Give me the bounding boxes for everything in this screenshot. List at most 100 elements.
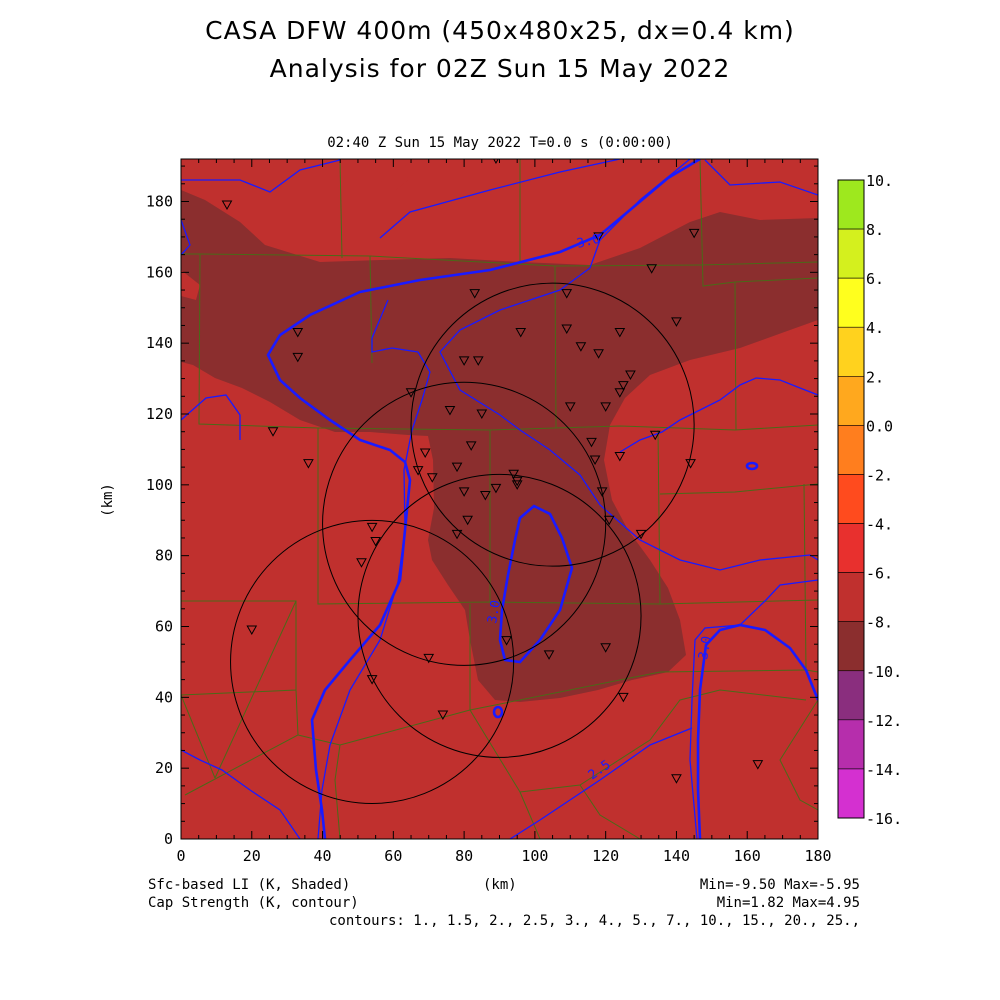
colorbar-swatch bbox=[837, 572, 865, 622]
y-tick-label: 20 bbox=[155, 759, 173, 777]
station-marker bbox=[366, 522, 378, 533]
x-tick-label: 160 bbox=[734, 847, 761, 865]
station-marker bbox=[596, 487, 608, 497]
footer-shaded-minmax: Min=-9.50 Max=-5.95 bbox=[699, 877, 860, 893]
radar-range-rings bbox=[230, 282, 695, 804]
cap-contours-thin bbox=[181, 159, 818, 839]
y-tick-label: 120 bbox=[146, 405, 173, 423]
colorbar-frame bbox=[837, 179, 865, 819]
colorbar-swatch bbox=[837, 621, 865, 672]
figure-title-line1: CASA DFW 400m (450x480x25, dx=0.4 km) bbox=[205, 16, 795, 45]
colorbar-swatch bbox=[837, 474, 865, 524]
x-tick-label: 60 bbox=[384, 847, 402, 865]
station-marker bbox=[303, 459, 314, 469]
colorbar-label: -2. bbox=[866, 466, 893, 484]
colorbar-label: -14. bbox=[866, 761, 902, 779]
station-marker bbox=[600, 643, 612, 653]
y-tick-label: 80 bbox=[155, 547, 173, 565]
station-marker bbox=[246, 625, 258, 636]
station-marker bbox=[451, 529, 463, 540]
radar-range-ring bbox=[410, 282, 695, 567]
station-marker bbox=[508, 469, 520, 480]
station-marker bbox=[586, 437, 597, 448]
station-marker bbox=[462, 515, 474, 526]
station-marker bbox=[451, 462, 463, 473]
radar-range-ring bbox=[357, 473, 642, 758]
colorbar-label: 0.0 bbox=[866, 417, 893, 435]
contour-label-1: 3.0 bbox=[575, 232, 601, 252]
x-tick-label: 80 bbox=[455, 847, 473, 865]
station-marker bbox=[469, 289, 481, 299]
station-marker bbox=[490, 483, 502, 494]
station-marker bbox=[444, 405, 456, 416]
colorbar-swatch bbox=[837, 425, 865, 475]
station-marker bbox=[600, 402, 612, 412]
cap-contours-thick bbox=[266, 159, 818, 839]
station-marker bbox=[593, 232, 604, 242]
y-tick-label: 0 bbox=[164, 830, 173, 848]
colorbar-label: 6. bbox=[866, 270, 884, 288]
station-marker bbox=[479, 490, 491, 501]
contour-label-3: 3.0 bbox=[696, 635, 715, 661]
station-marker bbox=[292, 328, 304, 338]
station-marker bbox=[625, 370, 636, 381]
x-tick-label: 120 bbox=[592, 847, 619, 865]
colorbar-label: -6. bbox=[866, 565, 893, 583]
y-axis-label: (km) bbox=[100, 483, 116, 517]
x-tick-label: 20 bbox=[243, 847, 261, 865]
colorbar-swatch bbox=[837, 277, 865, 328]
station-marker bbox=[685, 459, 696, 469]
station-marker bbox=[614, 328, 626, 338]
y-tick-label: 60 bbox=[155, 618, 173, 636]
station-marker bbox=[267, 427, 279, 437]
colorbar-label: 4. bbox=[866, 319, 884, 337]
radar-range-ring bbox=[230, 519, 515, 804]
colorbar-label: -8. bbox=[866, 614, 893, 632]
colorbar-swatch bbox=[837, 768, 865, 819]
footer-contour-minmax: Min=1.82 Max=4.95 bbox=[716, 895, 860, 911]
station-marker bbox=[370, 537, 381, 547]
station-marker bbox=[671, 317, 682, 327]
station-marker bbox=[356, 558, 367, 568]
y-tick-label: 160 bbox=[146, 263, 173, 281]
x-axis: 0 20 40 60 80 100 120 140 160 180 bbox=[176, 159, 832, 865]
y-tick-label: 140 bbox=[146, 334, 173, 352]
li-shading-darker-region bbox=[181, 190, 818, 702]
x-tick-label: 140 bbox=[663, 847, 690, 865]
x-tick-label: 40 bbox=[314, 847, 332, 865]
colorbar-label: -16. bbox=[866, 810, 902, 828]
station-marker bbox=[292, 352, 304, 363]
x-axis-label: (km) bbox=[483, 877, 517, 893]
colorbar-swatch bbox=[837, 719, 865, 770]
y-tick-label: 100 bbox=[146, 476, 173, 494]
colorbar: 10. 8. 6. 4. 2. 0.0 -2. -4. -6. -8. -10. -12. -14. -1… bbox=[837, 172, 902, 828]
figure-title-line2: Analysis for 02Z Sun 15 May 2022 bbox=[269, 54, 731, 83]
y-tick-label: 180 bbox=[146, 193, 173, 211]
colorbar-swatch bbox=[837, 376, 865, 426]
colorbar-label: 8. bbox=[866, 221, 884, 239]
station-marker bbox=[618, 692, 629, 703]
station-marker bbox=[458, 487, 470, 497]
y-axis: 0 20 40 60 80 100 120 140 160 180 bbox=[146, 165, 818, 848]
station-marker bbox=[646, 264, 658, 274]
station-marker bbox=[649, 430, 661, 441]
y-tick-label: 40 bbox=[155, 688, 173, 706]
li-shading-edge bbox=[181, 270, 200, 300]
station-marker bbox=[458, 356, 470, 366]
station-marker bbox=[603, 515, 615, 526]
colorbar-label: 2. bbox=[866, 368, 884, 386]
colorbar-swatch bbox=[837, 179, 865, 230]
station-marker bbox=[423, 653, 435, 664]
station-marker bbox=[465, 441, 477, 451]
station-marker bbox=[511, 480, 523, 490]
station-marker bbox=[752, 760, 764, 770]
station-marker bbox=[564, 402, 576, 412]
station-marker bbox=[561, 324, 573, 335]
county-lines bbox=[181, 159, 818, 839]
station-marker bbox=[614, 388, 626, 398]
colorbar-label: 10. bbox=[866, 172, 893, 190]
station-marker bbox=[476, 409, 488, 420]
footer-contour-levels: contours: 1., 1.5, 2., 2.5, 3., 4., 5., … bbox=[328, 913, 860, 929]
colorbar-swatch bbox=[837, 670, 865, 721]
